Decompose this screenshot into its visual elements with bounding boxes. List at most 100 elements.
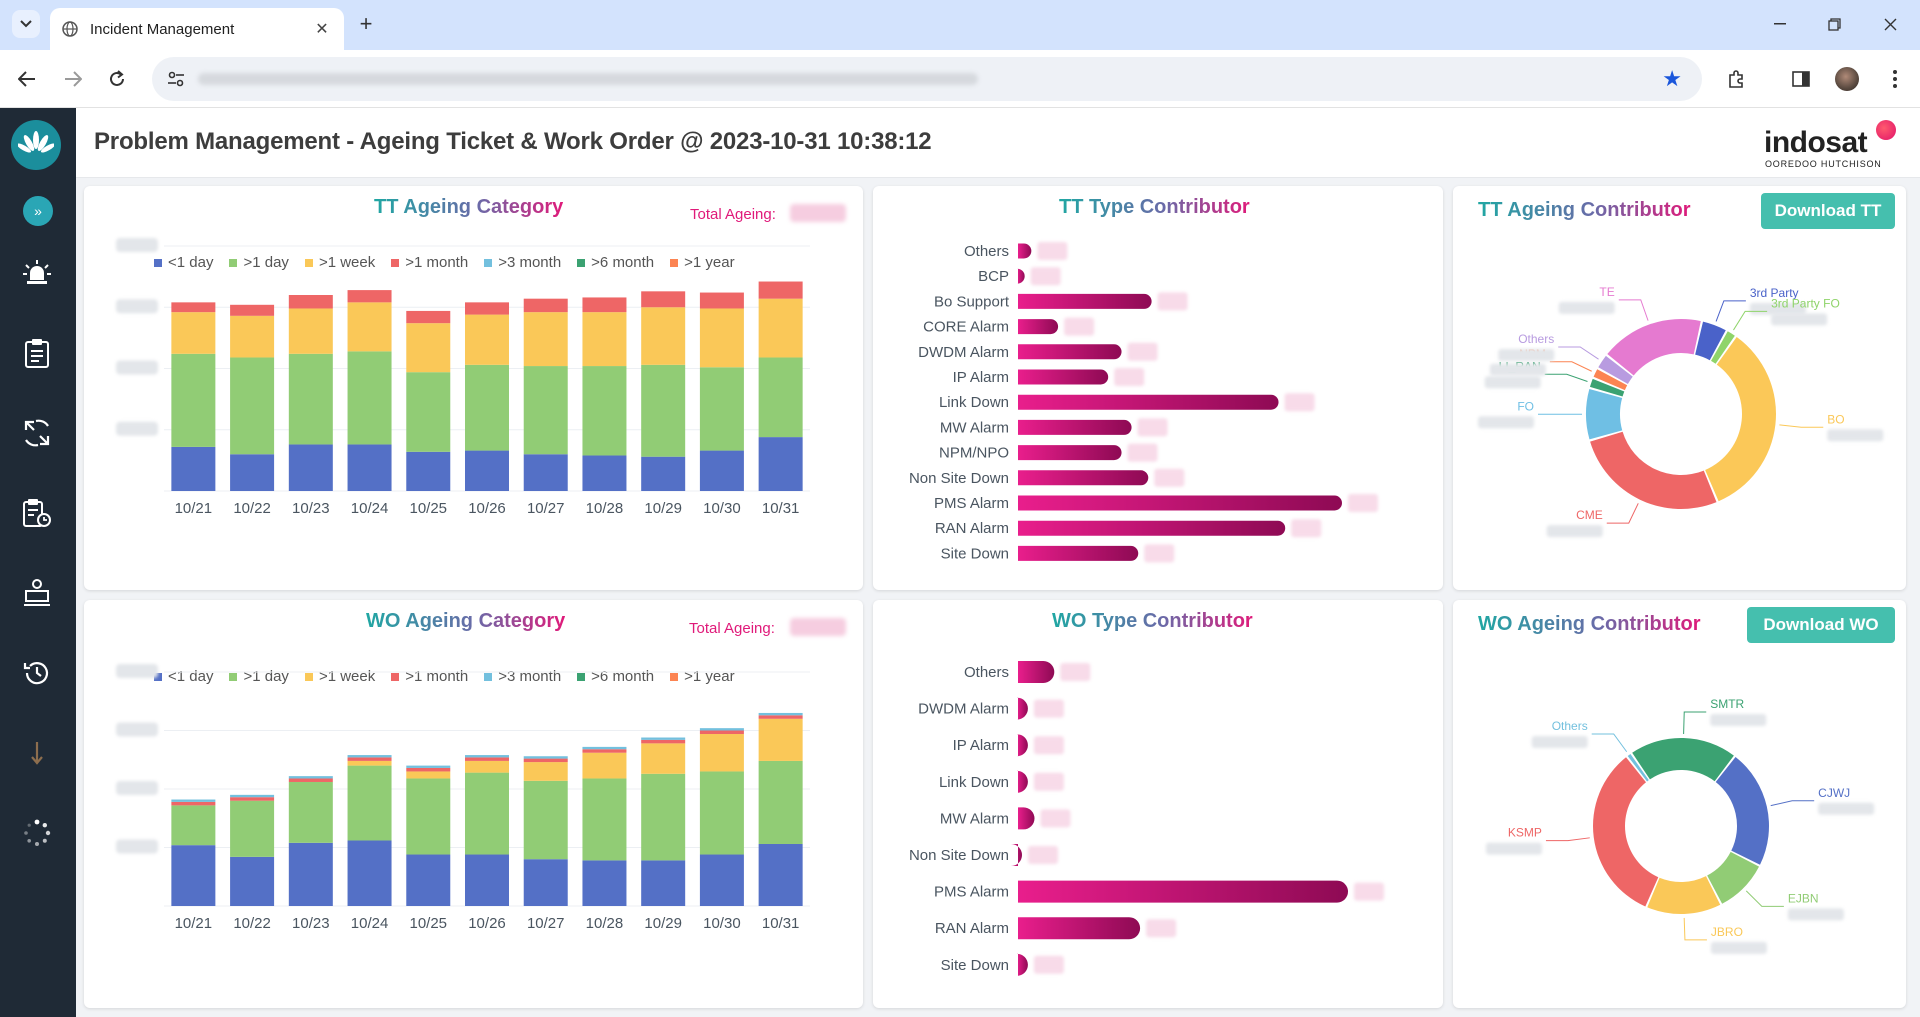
bar-segment[interactable] — [230, 357, 275, 455]
bar-segment[interactable] — [758, 718, 803, 761]
bar-segment[interactable] — [465, 302, 509, 315]
bar-segment[interactable] — [288, 842, 333, 906]
bar-segment[interactable] — [230, 454, 275, 491]
bar-segment[interactable] — [465, 854, 509, 906]
bar-segment[interactable] — [288, 781, 333, 843]
address-bar[interactable]: ★ — [152, 57, 1702, 101]
hbar[interactable] — [1018, 520, 1286, 536]
legend-item[interactable]: >1 week — [304, 254, 375, 271]
bar-segment[interactable] — [758, 712, 803, 716]
site-settings-icon[interactable] — [166, 69, 186, 89]
bar-segment[interactable] — [347, 444, 392, 491]
forward-icon[interactable] — [58, 64, 88, 94]
bar-segment[interactable] — [641, 860, 686, 906]
bar-segment[interactable] — [230, 800, 275, 857]
download-wo-button[interactable]: Download WO — [1747, 607, 1895, 643]
donut-slice[interactable] — [1589, 378, 1625, 397]
extensions-icon[interactable] — [1724, 66, 1750, 92]
donut-slice[interactable] — [1586, 389, 1623, 440]
bar-segment[interactable] — [465, 755, 509, 758]
legend-item[interactable]: >1 month — [391, 254, 468, 271]
bar-segment[interactable] — [171, 353, 216, 447]
hbar[interactable] — [1018, 545, 1139, 561]
bar-segment[interactable] — [230, 304, 275, 316]
bar-segment[interactable] — [347, 760, 392, 766]
bar-segment[interactable] — [582, 297, 627, 313]
bar-segment[interactable] — [758, 843, 803, 906]
new-tab-button[interactable]: + — [359, 11, 373, 36]
bar-segment[interactable] — [347, 351, 392, 445]
back-icon[interactable] — [12, 64, 42, 94]
hbar[interactable] — [1018, 394, 1279, 410]
bar-segment[interactable] — [406, 372, 451, 452]
bar-segment[interactable] — [465, 450, 509, 491]
bar-segment[interactable] — [230, 856, 275, 906]
close-window-icon[interactable] — [1872, 10, 1908, 38]
more-menu-icon[interactable] — [1882, 66, 1908, 92]
bar-segment[interactable] — [641, 307, 686, 365]
reload-icon[interactable] — [102, 64, 132, 94]
bar-segment[interactable] — [582, 778, 627, 861]
hbar[interactable] — [1018, 293, 1152, 309]
hbar[interactable] — [1018, 419, 1132, 435]
donut-slice[interactable] — [1632, 738, 1734, 782]
bar-segment[interactable] — [699, 730, 744, 735]
hbar[interactable] — [1016, 770, 1028, 793]
bar-segment[interactable] — [523, 780, 568, 860]
bar-segment[interactable] — [523, 762, 568, 781]
bar-segment[interactable] — [465, 772, 509, 855]
donut-slice[interactable] — [1607, 319, 1701, 376]
bar-segment[interactable] — [171, 312, 216, 354]
legend-item[interactable]: >1 day — [229, 254, 289, 271]
clipboard-clock-icon[interactable] — [18, 494, 56, 532]
bar-segment[interactable] — [230, 315, 275, 358]
bar-segment[interactable] — [523, 859, 568, 906]
bar-segment[interactable] — [758, 357, 803, 438]
hbar[interactable] — [1016, 953, 1028, 976]
bar-segment[interactable] — [582, 752, 627, 779]
donut-slice[interactable] — [1593, 757, 1659, 907]
bar-segment[interactable] — [171, 302, 216, 313]
workstation-icon[interactable] — [18, 574, 56, 612]
bar-segment[interactable] — [406, 778, 451, 855]
bar-segment[interactable] — [465, 364, 509, 451]
bar-segment[interactable] — [699, 308, 744, 368]
minimize-icon[interactable] — [1762, 10, 1798, 38]
bar-segment[interactable] — [406, 310, 451, 324]
bar-segment[interactable] — [523, 298, 568, 313]
bar-segment[interactable] — [699, 854, 744, 906]
bar-segment[interactable] — [699, 771, 744, 855]
bar-segment[interactable] — [699, 367, 744, 451]
legend-item[interactable]: >3 month — [484, 254, 561, 271]
clipboard-list-icon[interactable] — [18, 334, 56, 372]
bar-segment[interactable] — [641, 291, 686, 308]
bookmark-star-icon[interactable]: ★ — [1662, 66, 1682, 91]
bar-segment[interactable] — [171, 446, 216, 491]
bar-segment[interactable] — [699, 292, 744, 309]
bar-segment[interactable] — [171, 801, 216, 806]
bar-segment[interactable] — [288, 308, 333, 354]
bar-segment[interactable] — [582, 455, 627, 491]
donut-slice[interactable] — [1715, 756, 1769, 865]
donut-slice[interactable] — [1711, 331, 1735, 364]
donut-slice[interactable] — [1705, 337, 1776, 502]
donut-slice[interactable] — [1590, 431, 1717, 509]
bar-segment[interactable] — [582, 312, 627, 367]
bar-segment[interactable] — [699, 450, 744, 491]
legend-item[interactable]: >6 month — [577, 254, 654, 271]
donut-slice[interactable] — [1593, 369, 1628, 391]
bar-segment[interactable] — [758, 437, 803, 491]
bar-segment[interactable] — [523, 366, 568, 455]
hbar[interactable] — [1018, 917, 1141, 940]
hbar[interactable] — [1011, 844, 1022, 866]
bar-segment[interactable] — [641, 739, 686, 744]
hbar[interactable] — [1018, 319, 1059, 335]
donut-slice[interactable] — [1647, 876, 1721, 914]
alarm-icon[interactable] — [18, 254, 56, 292]
bar-segment[interactable] — [347, 840, 392, 906]
donut-slice[interactable] — [1695, 321, 1726, 361]
hbar[interactable] — [1018, 880, 1348, 903]
hbar[interactable] — [1018, 470, 1149, 486]
bar-segment[interactable] — [288, 776, 333, 779]
donut-slice[interactable] — [1707, 851, 1760, 904]
